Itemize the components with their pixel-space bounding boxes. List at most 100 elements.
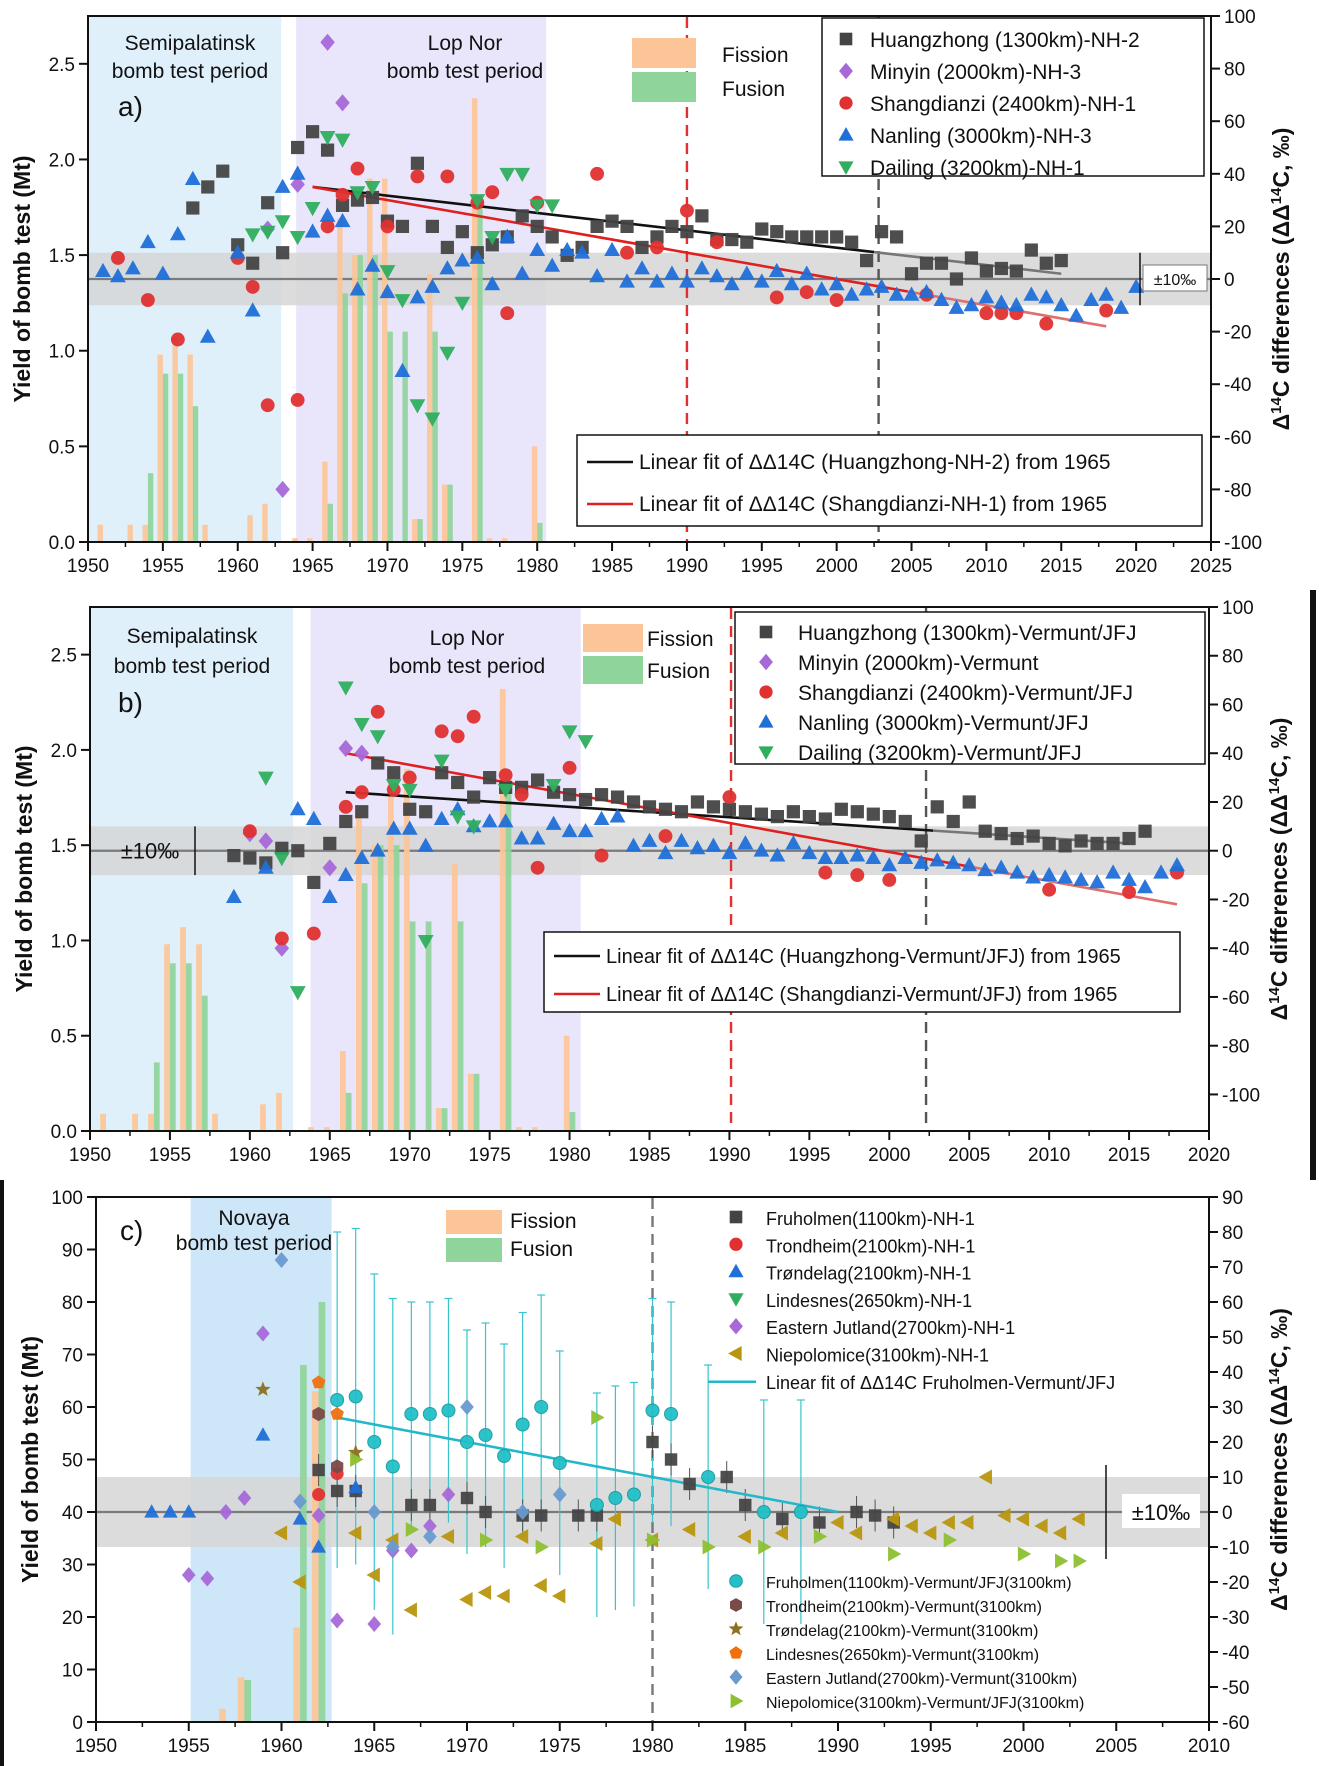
- data-point: [513, 830, 530, 845]
- x-tick-label: 1985: [724, 1736, 766, 1757]
- data-point: [216, 164, 230, 178]
- data-point: [338, 739, 354, 757]
- fusion-legend-swatch: [446, 1238, 502, 1262]
- data-point: [347, 1525, 362, 1541]
- period-label: bomb test period: [387, 60, 543, 83]
- y-right-tick-label: 10: [1222, 1468, 1243, 1489]
- period-label: Lop Nor: [428, 32, 503, 55]
- fission-bar: [352, 255, 358, 542]
- data-point: [590, 166, 605, 181]
- data-point: [466, 709, 481, 724]
- fission-bar: [501, 538, 508, 542]
- y-left-tick-label: 100: [51, 1188, 83, 1209]
- data-point: [401, 820, 418, 835]
- data-point: [1015, 1511, 1030, 1527]
- y-right-tick-label: 80: [1222, 647, 1243, 668]
- data-point: [186, 201, 200, 215]
- series-legend-label: Nanling (3000km)-Vermunt/JFJ: [798, 712, 1089, 735]
- data-point: [709, 235, 724, 250]
- data-point: [481, 813, 498, 828]
- data-point: [337, 681, 354, 696]
- data-point: [348, 1389, 363, 1404]
- data-point: [312, 1406, 325, 1422]
- fission-bar: [441, 484, 448, 542]
- y-right-tick-label: 40: [1222, 1363, 1243, 1384]
- data-point: [514, 265, 531, 280]
- data-point: [770, 810, 784, 824]
- y-left-tick-label: 20: [62, 1608, 83, 1629]
- data-point: [320, 143, 335, 157]
- fusion-bar: [457, 921, 464, 1131]
- data-point: [1039, 316, 1054, 331]
- data-point: [1090, 836, 1104, 851]
- data-point: [705, 837, 722, 852]
- data-point: [561, 725, 578, 740]
- data-point: [353, 718, 370, 733]
- data-point: [201, 180, 215, 194]
- panel-c: 1950 1955 1960 1965 1970 1975 1980 1985 1990 1995…: [17, 1188, 1292, 1757]
- y-left-tick-label: 1.0: [51, 931, 77, 952]
- y-right-tick-label: -80: [1222, 1037, 1249, 1058]
- data-point: [534, 1399, 549, 1415]
- data-point: [1121, 871, 1137, 886]
- data-point: [1034, 1518, 1048, 1534]
- data-point: [451, 775, 465, 790]
- fusion-bar: [505, 791, 512, 1131]
- data-point: [898, 814, 912, 829]
- data-point: [423, 1498, 437, 1512]
- data-point: [1008, 297, 1025, 312]
- data-point: [758, 1539, 772, 1555]
- data-point: [334, 212, 351, 228]
- legend-marker: [759, 625, 773, 639]
- data-point: [339, 814, 353, 829]
- data-point: [945, 854, 962, 869]
- y-right-tick-label: 100: [1222, 598, 1254, 619]
- data-point: [833, 849, 850, 864]
- x-tick-label: 2005: [948, 1145, 990, 1166]
- data-point: [934, 256, 949, 270]
- data-point: [801, 844, 818, 860]
- data-point: [813, 281, 830, 296]
- data-point: [1024, 243, 1038, 257]
- data-point: [460, 1491, 474, 1505]
- data-point: [485, 185, 500, 200]
- data-point: [364, 181, 381, 196]
- data-point: [405, 1498, 418, 1512]
- data-point: [460, 1398, 474, 1416]
- data-point: [1026, 829, 1040, 843]
- data-point: [626, 795, 641, 809]
- fit-legend-label: Linear fit of ΔΔ14C (Shangdianzi-NH-1) f…: [639, 493, 1107, 516]
- data-point: [949, 272, 964, 286]
- y-right-tick-label: 80: [1224, 60, 1245, 81]
- x-tick-label: 1960: [217, 556, 259, 577]
- legend-marker: [838, 127, 854, 141]
- fusion-bar: [361, 883, 368, 1131]
- data-point: [673, 832, 690, 847]
- data-point: [664, 1406, 679, 1422]
- data-point: [307, 875, 321, 890]
- x-tick-label: 1965: [353, 1736, 395, 1757]
- y-right-tick-label: -30: [1222, 1608, 1249, 1629]
- y-left-axis-label: Yield of bomb test (Mt): [11, 745, 37, 992]
- data-point: [292, 1511, 308, 1525]
- data-point: [574, 244, 591, 259]
- data-point: [737, 1529, 751, 1544]
- data-point: [304, 202, 321, 217]
- y-right-tick-label: 20: [1224, 217, 1245, 238]
- data-point: [387, 766, 401, 780]
- fission-bar: [356, 808, 362, 1131]
- data-point: [753, 842, 770, 857]
- data-point: [144, 1504, 160, 1518]
- fusion-bar: [177, 373, 184, 542]
- data-point: [1010, 831, 1024, 846]
- y-right-tick-label: 30: [1222, 1398, 1243, 1419]
- data-point: [589, 268, 606, 283]
- data-point: [978, 1469, 992, 1485]
- data-point: [370, 704, 385, 719]
- fit-legend-label: Linear fit of ΔΔ14C (Huangzhong-Vermunt/…: [606, 946, 1121, 968]
- data-point: [500, 306, 515, 321]
- data-point: [306, 926, 321, 941]
- data-point: [274, 215, 291, 230]
- data-point: [1113, 299, 1130, 314]
- data-point: [941, 1515, 955, 1530]
